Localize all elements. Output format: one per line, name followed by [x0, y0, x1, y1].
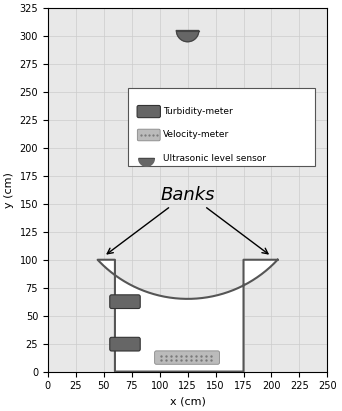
FancyBboxPatch shape	[137, 106, 160, 118]
FancyBboxPatch shape	[128, 88, 315, 166]
Polygon shape	[97, 260, 278, 372]
FancyBboxPatch shape	[110, 295, 140, 309]
Polygon shape	[176, 30, 199, 42]
X-axis label: x (cm): x (cm)	[170, 397, 206, 407]
Text: Banks: Banks	[160, 186, 215, 204]
Polygon shape	[139, 158, 154, 166]
FancyBboxPatch shape	[137, 129, 160, 141]
Text: Turbidity-meter: Turbidity-meter	[163, 107, 233, 116]
Y-axis label: y (cm): y (cm)	[4, 172, 14, 208]
Text: Velocity-meter: Velocity-meter	[163, 130, 229, 139]
FancyBboxPatch shape	[110, 337, 140, 351]
FancyBboxPatch shape	[155, 351, 220, 364]
Text: Ultrasonic level sensor: Ultrasonic level sensor	[163, 154, 266, 163]
